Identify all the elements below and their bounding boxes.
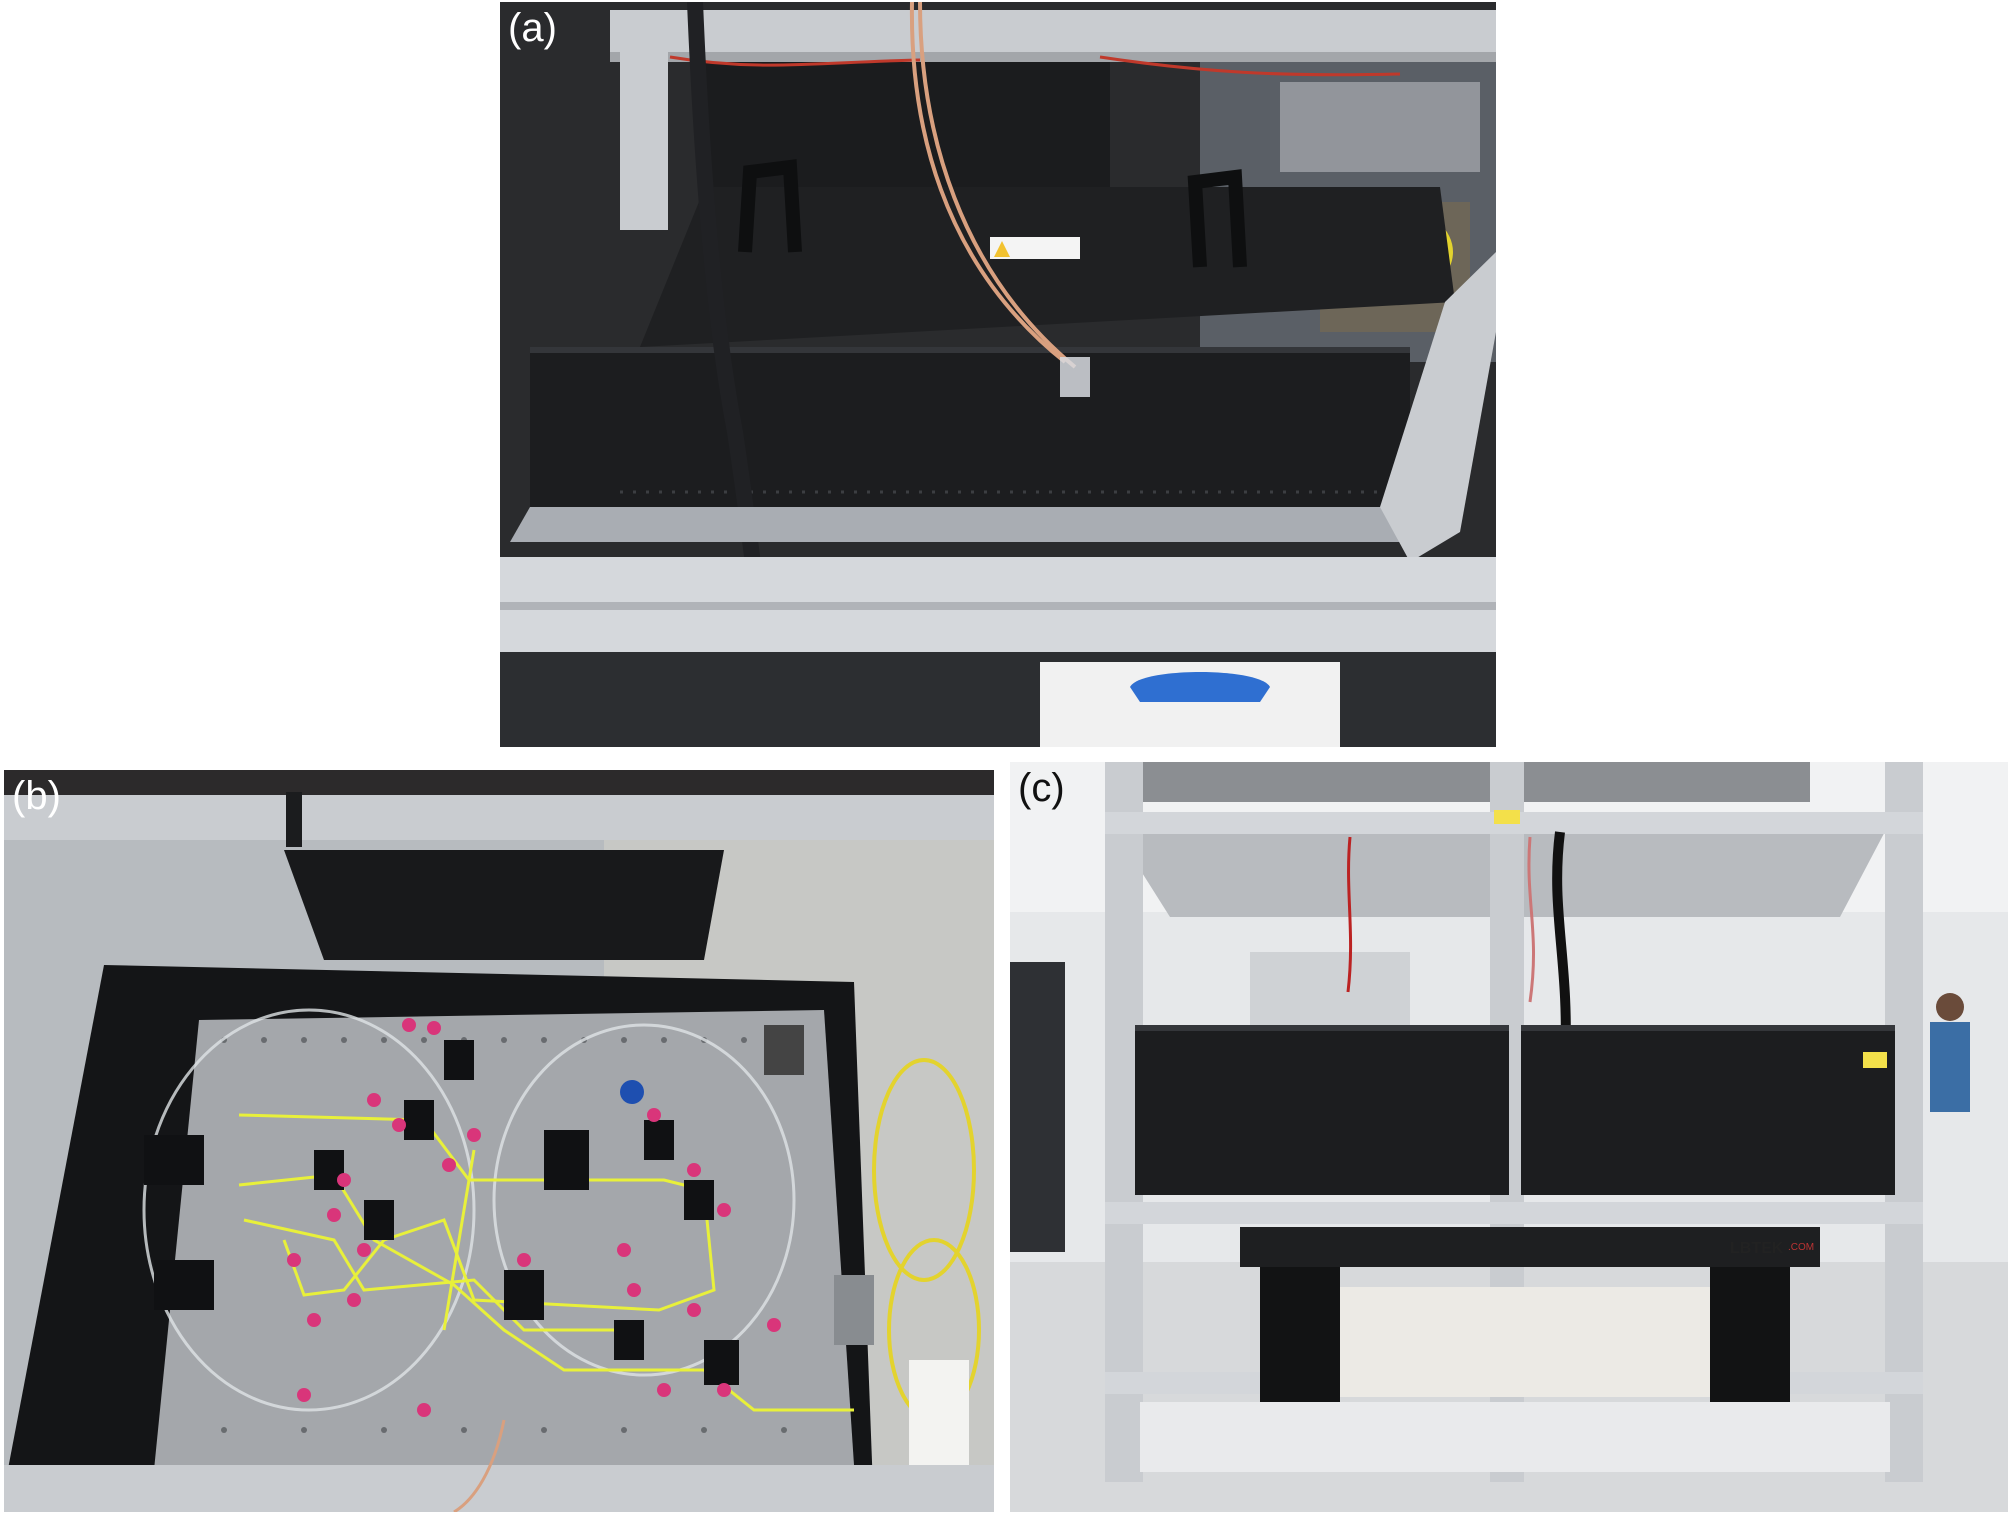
photo-panel-c: (c) LBTEK .COM [1010, 762, 2008, 1512]
lbtek-brand-sub-label: .COM [1788, 1242, 1815, 1253]
lbtek-brand-label: LBTEK [1730, 1240, 1784, 1257]
panel-a-label: (a) [508, 6, 557, 50]
photo-panel-b: (b) [4, 770, 994, 1512]
panel-c-label: (c) [1018, 766, 1065, 810]
rack-overview-photo [1010, 762, 2008, 1512]
panel-b-label: (b) [12, 774, 61, 818]
enclosure-closed-photo [500, 2, 1496, 747]
enclosure-open-photo [4, 770, 994, 1512]
photo-panel-a: (a) [500, 2, 1496, 747]
